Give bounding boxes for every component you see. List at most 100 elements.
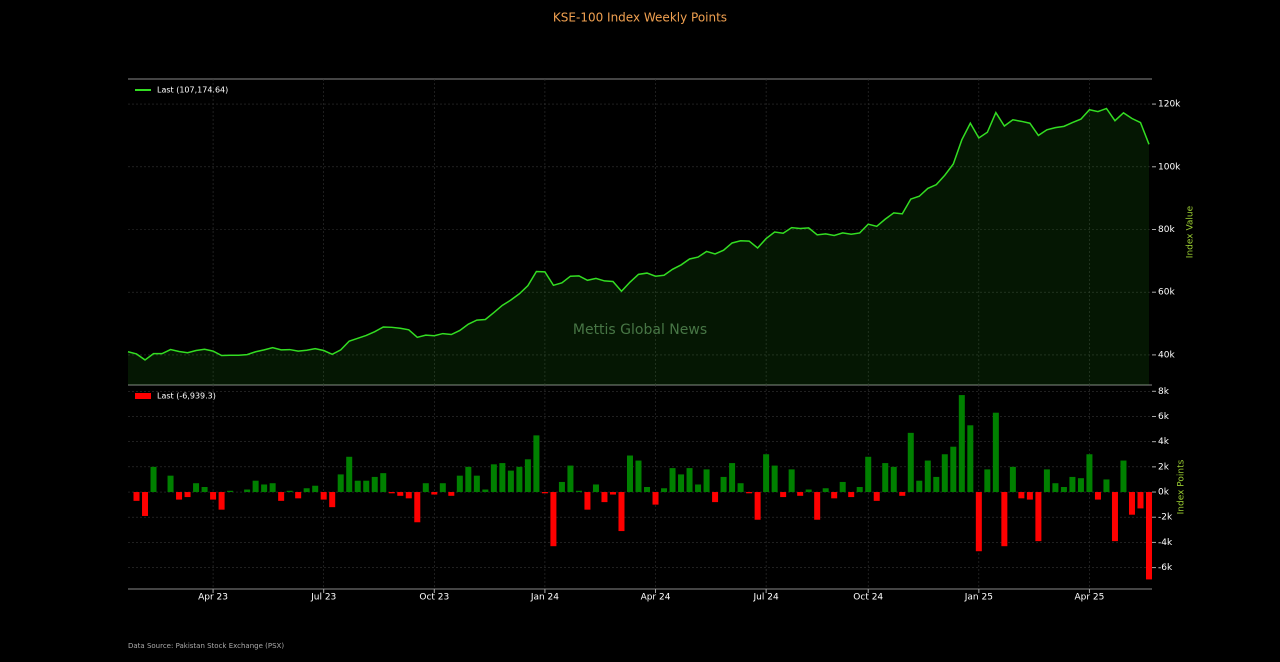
bar <box>950 446 957 493</box>
bar <box>142 492 149 516</box>
bar <box>516 466 523 493</box>
bar <box>465 466 472 493</box>
bar <box>567 465 574 493</box>
bar <box>448 492 455 496</box>
y-tick-label: 100k <box>1158 162 1181 172</box>
y-tick-label: 40k <box>1158 350 1175 360</box>
bar <box>1128 492 1135 515</box>
bar <box>584 492 591 510</box>
bar <box>244 489 251 493</box>
bar <box>490 464 497 493</box>
bar <box>388 492 395 494</box>
bar <box>227 490 234 493</box>
y-tick-label: 80k <box>1158 225 1175 235</box>
bar <box>201 487 208 493</box>
x-tick-label: Apr 24 <box>641 593 671 603</box>
bar <box>363 480 370 493</box>
bar <box>933 476 940 493</box>
legend-label: Last (-6,939.3) <box>157 392 216 401</box>
bar <box>865 456 872 493</box>
bar <box>1052 483 1059 493</box>
bar <box>856 487 863 493</box>
bar <box>499 463 506 493</box>
bar <box>1001 492 1008 547</box>
bar <box>193 483 200 493</box>
bar <box>176 492 183 500</box>
bar <box>252 480 259 493</box>
bar <box>167 475 174 493</box>
bar <box>150 466 157 493</box>
bar <box>133 492 140 501</box>
bar <box>405 492 412 499</box>
bar <box>1060 487 1067 493</box>
bar <box>1146 492 1152 580</box>
y-tick-label: 0k <box>1158 488 1170 498</box>
y-tick-label: 4k <box>1158 437 1170 447</box>
chart-title: KSE-100 Index Weekly Points <box>553 11 727 25</box>
x-tick-label: Apr 25 <box>1074 593 1104 603</box>
x-tick-label: Oct 23 <box>419 593 449 603</box>
bar <box>661 488 668 493</box>
bar <box>1111 492 1118 542</box>
bar <box>431 492 438 495</box>
bar <box>558 481 565 493</box>
bar <box>550 492 557 547</box>
bar <box>218 492 225 510</box>
bar <box>371 476 378 493</box>
area <box>128 108 1149 385</box>
bar <box>626 455 633 493</box>
bar <box>184 492 191 498</box>
bar <box>907 432 914 493</box>
x-tick-label: Jul 24 <box>753 593 779 603</box>
bar <box>890 466 897 493</box>
bar <box>1035 492 1042 542</box>
x-tick-label: Jul 23 <box>310 593 336 603</box>
bar <box>771 465 778 493</box>
bar <box>678 474 685 493</box>
bar <box>618 492 625 532</box>
bar <box>882 463 889 493</box>
line <box>127 107 1150 361</box>
bar <box>414 492 421 523</box>
bar <box>380 473 387 493</box>
bar <box>337 474 344 493</box>
bar <box>354 480 361 493</box>
bar <box>737 483 744 493</box>
bar <box>303 488 310 493</box>
bar <box>703 469 710 493</box>
bar <box>839 481 846 493</box>
bar <box>652 492 659 505</box>
bar <box>592 484 599 493</box>
y-tick-label: 8k <box>1158 387 1170 397</box>
bar <box>822 488 829 493</box>
x-tick-label: Jan 24 <box>530 593 559 603</box>
bar <box>261 484 268 493</box>
bar <box>644 487 651 493</box>
bar <box>635 460 642 493</box>
legend-label: Last (107,174.64) <box>157 86 228 95</box>
bar <box>346 456 353 493</box>
bar <box>1086 454 1093 493</box>
bar <box>422 483 429 493</box>
bar <box>686 468 693 493</box>
bar <box>814 492 821 520</box>
bar <box>482 489 489 493</box>
bar <box>1043 469 1050 493</box>
bar <box>1026 492 1033 500</box>
bar <box>763 454 770 493</box>
bar <box>924 460 931 493</box>
y-tick-label: 2k <box>1158 462 1170 472</box>
bar <box>984 469 991 493</box>
bar <box>729 463 736 493</box>
bar <box>286 490 293 493</box>
bar <box>805 489 812 493</box>
bar <box>1009 466 1016 493</box>
bar <box>916 480 923 493</box>
bar <box>329 492 336 508</box>
y-tick-label: -2k <box>1158 513 1173 523</box>
bar <box>1120 460 1127 493</box>
bar <box>312 485 319 493</box>
y-axis-label: Index Points <box>1177 459 1187 514</box>
watermark: Mettis Global News <box>573 322 707 338</box>
